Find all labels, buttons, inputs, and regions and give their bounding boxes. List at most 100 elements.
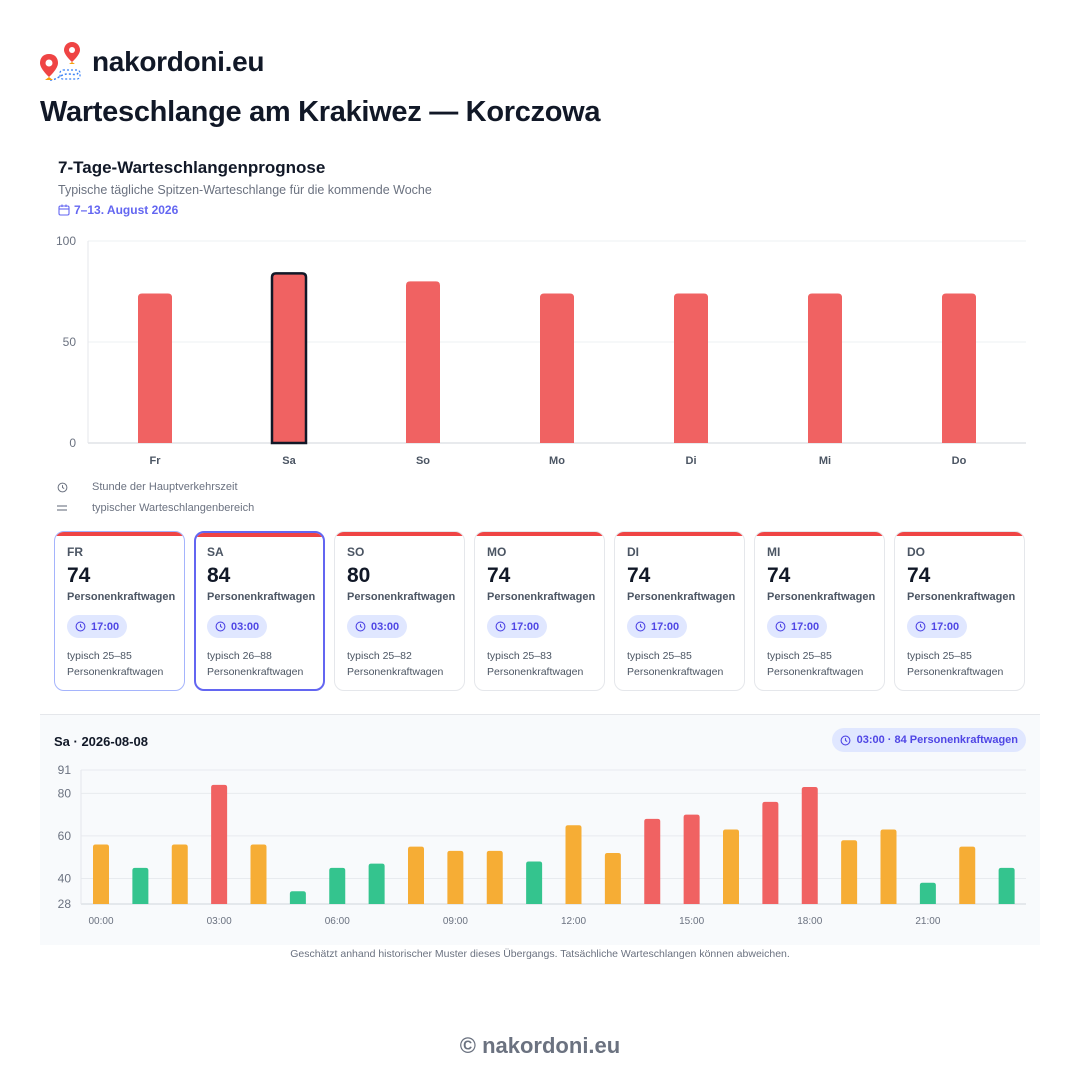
day-card-sa[interactable]: SA 84 Personenkraftwagen 03:00 typisch 2… [194, 531, 325, 691]
bar-mi [808, 293, 842, 443]
x-tick-label: Do [952, 455, 967, 467]
bar-fr [138, 293, 172, 443]
hour-bar-04:00 [250, 844, 267, 904]
hour-bar-05:00 [289, 891, 306, 904]
card-range: typisch 25–82 Personenkraftwagen [347, 648, 452, 680]
card-topbar [475, 532, 604, 536]
card-day: FR [67, 545, 83, 559]
forecast-date-label: 7–13. August 2026 [74, 203, 179, 217]
card-value: 80 [347, 564, 371, 587]
x-tick-label: 12:00 [561, 916, 586, 927]
hour-bar-10:00 [486, 850, 503, 904]
hour-bar-22:00 [959, 846, 976, 904]
hour-bar-06:00 [329, 867, 346, 904]
day-card-do[interactable]: DO 74 Personenkraftwagen 17:00 typisch 2… [894, 531, 1025, 691]
hour-bar-01:00 [132, 867, 149, 904]
hour-bar-14:00 [644, 818, 661, 904]
bar-sa [270, 272, 308, 445]
x-tick-label: Mo [549, 455, 565, 467]
forecast-subtitle: Typische tägliche Spitzen-Warteschlange … [58, 183, 432, 197]
clock-icon [215, 621, 226, 632]
card-range: typisch 25–85 Personenkraftwagen [67, 648, 172, 680]
card-range-unit: Personenkraftwagen [767, 666, 864, 678]
x-tick-label: Fr [150, 455, 162, 467]
hourly-panel: Sa · 2026-08-08 03:00 · 84 Personenkraft… [40, 714, 1040, 945]
card-range-text: typisch 25–83 [487, 650, 552, 662]
legend-range-label: typischer Warteschlangenbereich [92, 502, 255, 514]
peak-time-pill: 03:00 [347, 615, 408, 638]
hour-bar-03:00 [211, 784, 228, 904]
day-card-so[interactable]: SO 80 Personenkraftwagen 03:00 typisch 2… [334, 531, 465, 691]
x-tick-label: 00:00 [88, 916, 113, 927]
card-unit: Personenkraftwagen [907, 591, 1016, 603]
hourly-title: Sa · 2026-08-08 [54, 734, 148, 749]
card-range-text: typisch 25–85 [767, 650, 832, 662]
hour-bar-18:00 [801, 787, 818, 904]
hour-bar-19:00 [841, 840, 858, 904]
disclaimer: Geschätzt anhand historischer Muster die… [290, 948, 790, 960]
card-day: MO [487, 545, 507, 559]
clock-icon [355, 621, 366, 632]
day-card-mo[interactable]: MO 74 Personenkraftwagen 17:00 typisch 2… [474, 531, 605, 691]
card-unit: Personenkraftwagen [67, 591, 176, 603]
card-range-unit: Personenkraftwagen [627, 666, 724, 678]
clock-icon [775, 621, 786, 632]
peak-time-pill: 17:00 [907, 615, 968, 638]
card-range: typisch 25–83 Personenkraftwagen [487, 648, 592, 680]
card-value: 74 [627, 564, 651, 587]
hourly-chart: 28 40 60 80 91 00:00 03:00 06:00 09:00 12:00 15:00… [58, 763, 1026, 927]
hour-bar-20:00 [880, 829, 897, 904]
bar-mo [540, 293, 574, 443]
card-value: 74 [907, 564, 931, 587]
card-range-unit: Personenkraftwagen [347, 666, 444, 678]
card-topbar [755, 532, 884, 536]
card-day: SO [347, 545, 365, 559]
hour-bar-07:00 [368, 863, 385, 904]
day-card-di[interactable]: DI 74 Personenkraftwagen 17:00 typisch 2… [614, 531, 745, 691]
x-tick-label: 15:00 [679, 916, 704, 927]
card-range-unit: Personenkraftwagen [487, 666, 584, 678]
card-range-text: typisch 26–88 [207, 650, 272, 662]
card-range-unit: Personenkraftwagen [907, 666, 1004, 678]
hourly-peak-label: 03:00 · 84 Personenkraftwagen [856, 734, 1018, 746]
hour-bar-17:00 [762, 801, 779, 904]
card-range-unit: Personenkraftwagen [207, 666, 304, 678]
hour-bar-23:00 [998, 867, 1015, 904]
bar-so [406, 281, 440, 443]
card-topbar [895, 532, 1024, 536]
peak-time: 17:00 [511, 620, 540, 633]
y-tick-label: 0 [69, 436, 76, 450]
legend-range: typischer Warteschlangenbereich [56, 502, 254, 514]
card-unit: Personenkraftwagen [207, 591, 316, 603]
hour-bar-16:00 [723, 829, 739, 904]
card-topbar [615, 532, 744, 536]
y-tick-label: 28 [58, 897, 72, 911]
hour-bar-08:00 [408, 846, 424, 904]
card-range-text: typisch 25–85 [627, 650, 692, 662]
bar-do [942, 293, 976, 443]
bar-di [674, 293, 708, 443]
map-pin-route-icon [40, 42, 81, 81]
hour-bar-12:00 [565, 825, 582, 904]
card-day: SA [207, 545, 224, 559]
peak-time-pill: 17:00 [627, 615, 688, 638]
peak-time: 17:00 [931, 620, 960, 633]
day-card-mi[interactable]: MI 74 Personenkraftwagen 17:00 typisch 2… [754, 531, 885, 691]
calendar-icon [58, 204, 70, 216]
day-card-fr[interactable]: FR 74 Personenkraftwagen 17:00 typisch 2… [54, 531, 185, 691]
hour-bar-02:00 [171, 844, 188, 904]
card-day: DO [907, 545, 925, 559]
hour-bar-15:00 [683, 814, 700, 904]
hour-bar-13:00 [604, 852, 621, 904]
hour-bar-11:00 [526, 861, 543, 904]
peak-time: 17:00 [651, 620, 680, 633]
brand[interactable]: nakordoni.eu [38, 40, 265, 84]
y-tick-label: 50 [63, 335, 77, 349]
forecast-date: 7–13. August 2026 [58, 203, 178, 217]
x-tick-label: 06:00 [325, 916, 350, 927]
clock-icon [75, 621, 86, 632]
x-tick-label: Sa [282, 455, 296, 467]
card-range: typisch 25–85 Personenkraftwagen [627, 648, 732, 680]
card-value: 74 [487, 564, 511, 587]
card-range: typisch 26–88 Personenkraftwagen [207, 648, 312, 680]
